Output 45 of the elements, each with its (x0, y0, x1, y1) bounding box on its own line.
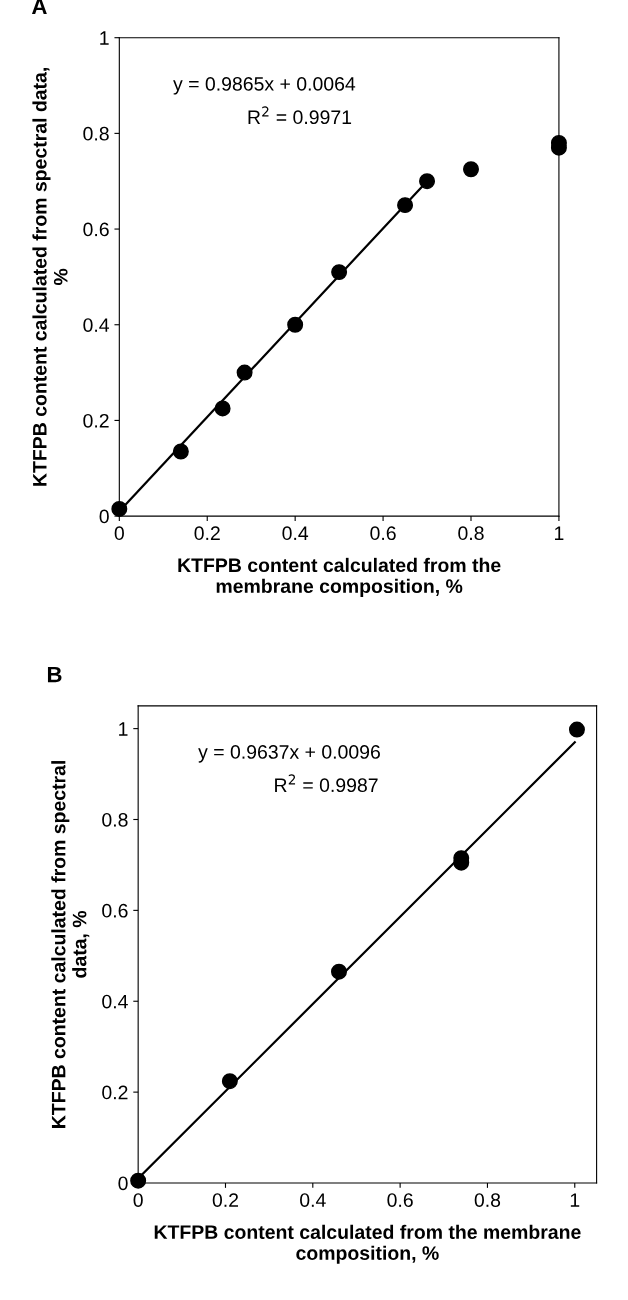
point (221, 1073, 238, 1090)
x-tick-label: 0.6 (387, 1193, 413, 1207)
point (568, 721, 585, 738)
x-tick-label: 0.8 (474, 1193, 501, 1207)
point (397, 197, 414, 214)
annotation: R$^{2}$ = 0.9987 (275, 774, 378, 793)
y-axis-title: KTFPB content calculated from spectral data, % (51, 761, 90, 1128)
x-tick-label: 0.4 (300, 1193, 326, 1207)
y-axis-title: KTFPB content calculated from spectral data, % (32, 68, 68, 486)
point (111, 500, 128, 517)
y-tick-label: 0.8 (102, 812, 128, 827)
y-tick-label: 0.8 (83, 126, 109, 141)
y-tick-label: 0.2 (83, 413, 109, 428)
point (331, 963, 347, 980)
point (287, 316, 304, 333)
y-tick-label: 0 (118, 1176, 128, 1191)
point (214, 400, 231, 417)
point (331, 264, 348, 281)
x-axis-title: KTFPB content calculated from the membrane composition, % (178, 557, 501, 597)
x-tick-label: 1 (570, 1193, 580, 1207)
x-axis-title: KTFPB content calculated from the membrane composition, % (154, 1224, 581, 1264)
point (419, 173, 436, 190)
y-tick-label: 0.6 (83, 222, 109, 237)
x-tick-label: 0.4 (282, 526, 309, 541)
point (172, 443, 189, 460)
x-tick-label: 0.2 (194, 526, 220, 541)
y-tick-label: 0.6 (102, 903, 128, 918)
y-tick-label: 0 (99, 509, 109, 524)
chart-title: B (47, 666, 62, 683)
y-tick-label: 1 (119, 722, 128, 736)
x-tick-label: 0.2 (212, 1193, 239, 1207)
point (130, 1172, 147, 1189)
annotation: y = 0.9865x + 0.0064 (173, 76, 356, 95)
annotation: R$^{2}$ = 0.9971 (248, 106, 352, 125)
x-tick-label: 0 (133, 1193, 143, 1207)
x-tick-label: 1 (555, 526, 564, 540)
y-tick-label: 0.2 (102, 1085, 128, 1100)
y-tick-label: 0.4 (83, 318, 110, 332)
point (463, 161, 479, 178)
annotation: y = 0.9637x + 0.0096 (198, 745, 380, 763)
y-tick-label: 0.4 (102, 994, 128, 1009)
point (236, 364, 253, 381)
x-tick-label: 0.8 (458, 526, 484, 541)
x-tick-label: 0.6 (370, 526, 396, 541)
y-tick-label: 1 (100, 31, 109, 45)
